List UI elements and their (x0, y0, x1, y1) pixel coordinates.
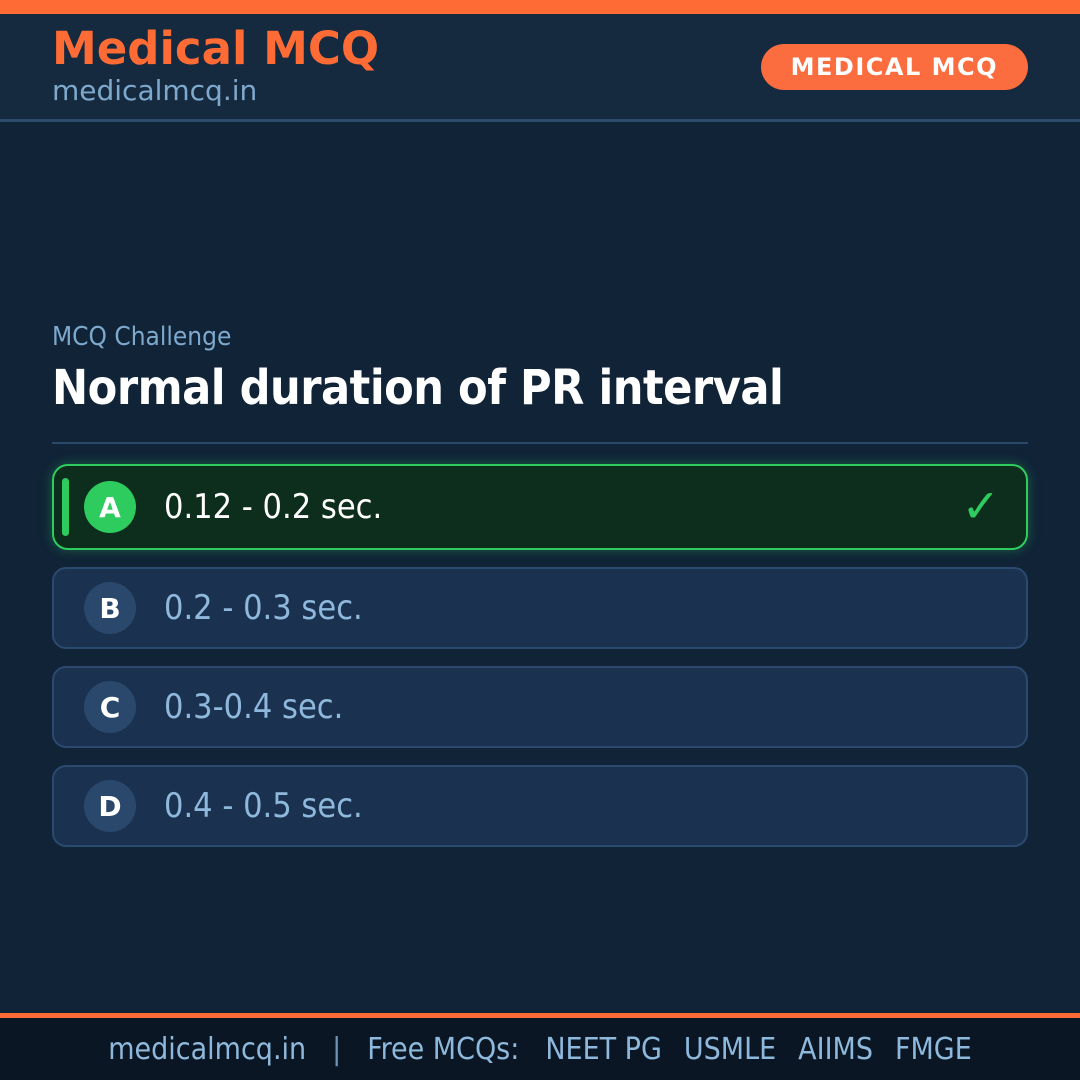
selected-accent-bar (62, 478, 69, 536)
question-eyebrow: MCQ Challenge (52, 322, 232, 352)
footer-exam-fmge: FMGE (894, 1031, 972, 1067)
footer-site: medicalmcq.in (108, 1031, 307, 1067)
option-c-letter-badge: C (84, 681, 136, 733)
option-d-label: 0.4 - 0.5 sec. (164, 786, 363, 826)
divider (52, 442, 1028, 444)
option-a[interactable]: A 0.12 - 0.2 sec. ✓ (52, 464, 1028, 550)
option-d[interactable]: D 0.4 - 0.5 sec. (52, 765, 1028, 847)
header: Medical MCQ medicalmcq.in MEDICAL MCQ (0, 14, 1080, 122)
option-b-label: 0.2 - 0.3 sec. (164, 588, 363, 628)
footer-tagline: Free MCQs: (367, 1031, 520, 1067)
footer-exam-aiims: AIIMS (798, 1031, 873, 1067)
option-c-label: 0.3-0.4 sec. (164, 687, 344, 727)
option-b[interactable]: B 0.2 - 0.3 sec. (52, 567, 1028, 649)
option-a-letter-badge: A (84, 481, 136, 533)
option-c[interactable]: C 0.3-0.4 sec. (52, 666, 1028, 748)
brand-title: Medical MCQ (52, 22, 380, 76)
footer-separator: | (332, 1031, 342, 1067)
option-a-label: 0.12 - 0.2 sec. (164, 487, 383, 527)
options-list: A 0.12 - 0.2 sec. ✓ B 0.2 - 0.3 sec. C 0… (52, 464, 1028, 847)
check-icon: ✓ (961, 479, 1000, 534)
footer-exam-usmle: USMLE (683, 1031, 777, 1067)
footer: medicalmcq.in | Free MCQs: NEET PG USMLE… (0, 1013, 1080, 1080)
footer-exams: NEET PG USMLE AIIMS FMGE (545, 1032, 971, 1067)
footer-exam-neetpg: NEET PG (545, 1031, 662, 1067)
option-d-letter-badge: D (84, 780, 136, 832)
brand-block: Medical MCQ medicalmcq.in (52, 26, 379, 107)
top-accent-bar (0, 0, 1080, 14)
brand-badge: MEDICAL MCQ (760, 43, 1028, 90)
question-title: Normal duration of PR interval (52, 360, 784, 416)
option-b-letter-badge: B (84, 582, 136, 634)
question-card: MCQ Challenge Normal duration of PR inte… (0, 122, 1080, 847)
brand-subtitle: medicalmcq.in (52, 73, 258, 107)
